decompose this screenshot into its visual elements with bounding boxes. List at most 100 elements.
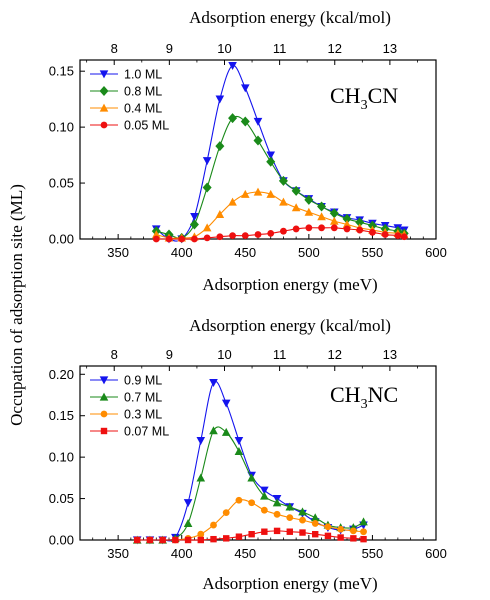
bottom-x-axis-title: Adsorption energy (meV): [202, 574, 377, 593]
data-point: [248, 531, 255, 538]
data-point: [221, 427, 231, 436]
data-point: [292, 225, 300, 233]
chart-panel-ch3cn: Adsorption energy (kcal/mol) Adsorption …: [49, 8, 447, 294]
y-tick-label: 0.05: [49, 176, 74, 191]
data-point: [234, 436, 244, 445]
x-tick-label: 400: [171, 546, 193, 561]
data-point: [367, 220, 377, 231]
data-point: [209, 378, 218, 387]
data-point: [305, 224, 313, 232]
data-point: [343, 225, 351, 233]
chart-label-ch3cn: CH3CN: [330, 83, 398, 113]
data-point: [260, 506, 268, 514]
chart-label-main: CH: [330, 83, 361, 108]
data-point: [223, 535, 230, 542]
legend-marker: [99, 70, 109, 79]
chart-panel-ch3nc: Adsorption energy (kcal/mol) Adsorption …: [49, 316, 447, 593]
data-point: [273, 510, 281, 518]
legend-label: 0.9 ML: [124, 374, 162, 388]
data-point: [202, 157, 212, 166]
x-tick-label: 600: [425, 245, 447, 260]
x-tick-label: 600: [425, 546, 447, 561]
data-point: [241, 232, 249, 240]
x-tick-label: 450: [234, 546, 256, 561]
data-point: [210, 535, 217, 543]
top-tick-label: 12: [328, 347, 342, 362]
y-tick-label: 0.15: [49, 408, 74, 423]
data-point: [183, 519, 193, 528]
chart-label-main: CH: [330, 382, 361, 407]
data-point: [184, 536, 192, 544]
data-point: [253, 187, 263, 196]
data-point: [400, 233, 408, 241]
data-point: [146, 536, 154, 544]
series: [152, 224, 408, 243]
y-tick-label: 0.00: [49, 533, 74, 548]
data-point: [189, 219, 199, 230]
legend-label: 0.8 ML: [124, 85, 162, 99]
data-point: [298, 507, 307, 516]
top-x-axis-title: Adsorption energy (kcal/mol): [189, 316, 391, 335]
data-point: [197, 530, 205, 538]
y-tick-label: 0.05: [49, 491, 74, 506]
legend-label: 0.3 ML: [124, 408, 162, 422]
y-tick-label: 0.10: [49, 450, 74, 465]
data-point: [273, 527, 281, 535]
data-point: [279, 197, 288, 206]
top-tick-label: 11: [273, 41, 287, 56]
data-point: [280, 227, 287, 235]
y-tick-label: 0.15: [49, 64, 74, 79]
top-tick-label: 10: [217, 41, 231, 56]
data-point: [215, 95, 225, 104]
series-line: [137, 426, 364, 541]
data-point: [159, 536, 166, 544]
data-point: [240, 84, 250, 93]
data-point: [369, 228, 376, 236]
top-tick-label: 9: [166, 347, 173, 362]
legend-marker: [100, 410, 108, 418]
chart-label-rest: CN: [368, 83, 399, 108]
top-x-axis-title: Adsorption energy (kcal/mol): [189, 8, 391, 27]
data-point: [235, 496, 243, 504]
legend-marker: [100, 427, 108, 435]
data-point: [329, 216, 339, 225]
data-point: [349, 527, 357, 535]
data-point: [240, 116, 250, 127]
x-tick-label: 550: [362, 245, 384, 260]
data-point: [229, 232, 236, 240]
data-point: [253, 117, 263, 126]
data-point: [222, 509, 230, 517]
x-tick-label: 400: [171, 245, 193, 260]
data-point: [330, 224, 338, 232]
data-point: [191, 235, 198, 243]
data-point: [266, 151, 276, 160]
data-point: [165, 235, 173, 243]
y-tick-label: 0.10: [49, 120, 74, 135]
data-point: [260, 491, 269, 500]
data-point: [248, 499, 256, 507]
data-point: [291, 185, 301, 196]
y-tick-label: 0.20: [49, 367, 74, 382]
x-tick-label: 550: [362, 546, 384, 561]
top-tick-label: 11: [273, 347, 287, 362]
data-point: [291, 203, 301, 212]
data-point: [172, 536, 179, 544]
data-point: [203, 234, 211, 242]
data-point: [337, 525, 345, 533]
x-tick-label: 450: [234, 245, 256, 260]
data-point: [240, 189, 250, 198]
data-point: [221, 399, 231, 408]
data-point: [342, 220, 352, 229]
data-point: [216, 233, 224, 241]
data-point: [329, 208, 339, 219]
data-point: [360, 528, 367, 536]
data-point: [278, 175, 288, 186]
data-point: [215, 141, 225, 152]
chart-label-ch3nc: CH3NC: [330, 382, 398, 412]
y-axis-title: Occupation of adsorption site (ML): [7, 184, 26, 426]
data-point: [337, 534, 344, 541]
legend-label: 1.0 ML: [124, 68, 162, 82]
data-point: [299, 529, 306, 536]
legend-marker: [99, 392, 109, 401]
data-point: [183, 499, 193, 508]
